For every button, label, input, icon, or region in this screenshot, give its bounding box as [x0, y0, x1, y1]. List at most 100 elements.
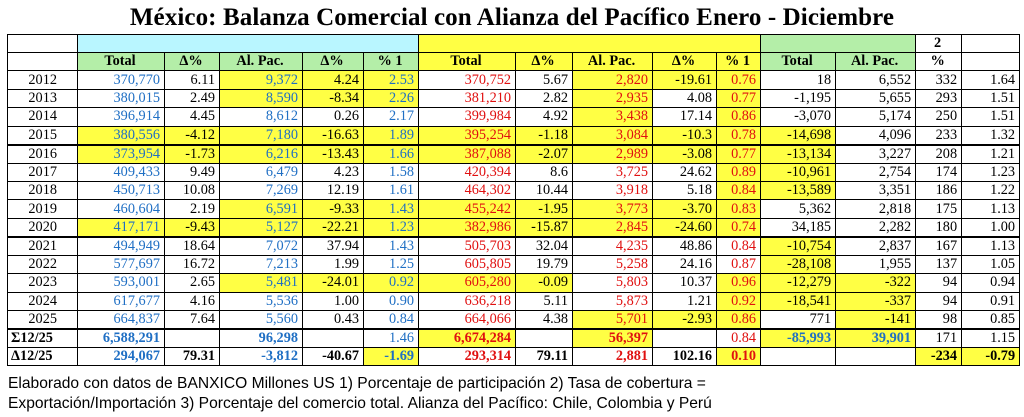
value-cell: 1.51: [961, 107, 1021, 127]
table-row: 2023 593,001 2.65 5,481 -24.01 0.92 605,280 -0.…: [7, 273, 1021, 293]
summary-cell: [652, 327, 718, 348]
summary-cell: 96,298: [219, 327, 303, 348]
column-header: % 1: [716, 51, 762, 72]
value-cell: 1.32: [961, 125, 1021, 146]
column-header: Δ%: [652, 51, 718, 72]
year-cell: 2024: [7, 291, 78, 311]
value-cell: 7,213: [219, 254, 303, 275]
summary-cell: 79.11: [515, 346, 574, 367]
table-row: 2015 380,556 -4.12 7,180 -16.63 1.89 395,254 -1…: [7, 125, 1021, 146]
year-cell: 2020: [7, 217, 78, 238]
column-header: Total: [760, 51, 837, 72]
value-cell: 664,837: [77, 309, 165, 330]
value-cell: 0.85: [961, 309, 1021, 330]
value-cell: 4,096: [835, 125, 917, 146]
value-cell: 577,697: [77, 254, 165, 275]
value-cell: 0.83: [716, 199, 762, 219]
value-cell: 420,394: [418, 162, 517, 182]
summary-cell: 102.16: [652, 346, 718, 367]
value-cell: 0.92: [716, 291, 762, 311]
value-cell: 0.84: [716, 180, 762, 201]
column-header: [961, 51, 1021, 72]
column-header: Total: [77, 51, 165, 72]
value-cell: 5,803: [572, 273, 654, 293]
value-cell: 0.84: [362, 309, 420, 330]
value-cell: 2,989: [572, 143, 654, 164]
column-header: Al. Pac.: [572, 51, 654, 72]
value-cell: -24.60: [652, 217, 718, 238]
value-cell: 5,560: [219, 309, 303, 330]
value-cell: 373,954: [77, 143, 165, 164]
value-cell: 2,818: [835, 199, 917, 219]
table-row: 2020 417,171 -9.43 5,127 -22.21 1.23 382,986 -1…: [7, 217, 1021, 238]
value-cell: 5.11: [515, 291, 574, 311]
value-cell: 37.94: [302, 235, 364, 256]
value-cell: 1.23: [362, 217, 420, 238]
value-cell: 0.89: [716, 162, 762, 182]
summary-cell: 293,314: [418, 346, 517, 367]
year-cell: 2021: [7, 235, 78, 256]
value-cell: -22.21: [302, 217, 364, 238]
year-cell: 2014: [7, 107, 78, 127]
value-cell: 1.22: [961, 180, 1021, 201]
value-cell: 5.67: [515, 70, 574, 90]
value-cell: 1.66: [362, 143, 420, 164]
table-row: 2019 460,604 2.19 6,591 -9.33 1.43 455,242 -1.9…: [7, 199, 1021, 219]
value-cell: 3,084: [572, 125, 654, 146]
value-cell: 10.08: [164, 180, 220, 201]
value-cell: 19.79: [515, 254, 574, 275]
value-cell: 18: [760, 70, 837, 90]
value-cell: 94: [915, 291, 963, 311]
value-cell: 174: [915, 162, 963, 182]
value-cell: 387,088: [418, 143, 517, 164]
value-cell: 250: [915, 107, 963, 127]
value-cell: 450,713: [77, 180, 165, 201]
value-cell: 0.76: [716, 70, 762, 90]
value-cell: 409,433: [77, 162, 165, 182]
value-cell: 455,242: [418, 199, 517, 219]
value-cell: 2,754: [835, 162, 917, 182]
value-cell: 1.43: [362, 235, 420, 256]
header-note-row: 2: [7, 34, 1021, 53]
value-cell: 0.43: [302, 309, 364, 330]
value-cell: 5,701: [572, 309, 654, 330]
value-cell: 332: [915, 70, 963, 90]
value-cell: -9.43: [164, 217, 220, 238]
value-cell: 0.90: [362, 291, 420, 311]
table-row: 2021 494,949 18.64 7,072 37.94 1.43 505,703 32.…: [7, 235, 1021, 256]
value-cell: 464,302: [418, 180, 517, 201]
value-cell: -10,961: [760, 162, 837, 182]
table-row: 2012 370,770 6.11 9,372 4.24 2.53 370,752 5.67 2…: [7, 70, 1021, 90]
value-cell: 6,591: [219, 199, 303, 219]
value-cell: -19.61: [652, 70, 718, 90]
sum-row: Σ12/25 6,588,291 96,298 1.46 6,674,284 56,397…: [7, 327, 1021, 348]
value-cell: -13,589: [760, 180, 837, 201]
value-cell: 4,235: [572, 235, 654, 256]
value-cell: -18,541: [760, 291, 837, 311]
value-cell: -12,279: [760, 273, 837, 293]
value-cell: 6,552: [835, 70, 917, 90]
value-cell: -141: [835, 309, 917, 330]
value-cell: 48.86: [652, 235, 718, 256]
value-cell: -15.87: [515, 217, 574, 238]
value-cell: 3,773: [572, 199, 654, 219]
value-cell: 395,254: [418, 125, 517, 146]
value-cell: 0.77: [716, 143, 762, 164]
value-cell: -10.3: [652, 125, 718, 146]
value-cell: 186: [915, 180, 963, 201]
summary-cell: 56,397: [572, 327, 654, 348]
value-cell: 10.44: [515, 180, 574, 201]
value-cell: 2.49: [164, 88, 220, 109]
value-cell: 5,258: [572, 254, 654, 275]
value-cell: 3,918: [572, 180, 654, 201]
value-cell: 7,180: [219, 125, 303, 146]
value-cell: 94: [915, 273, 963, 293]
value-cell: 399,984: [418, 107, 517, 127]
summary-cell: 6,674,284: [418, 327, 517, 348]
value-cell: 593,001: [77, 273, 165, 293]
value-cell: 0.84: [716, 235, 762, 256]
note-2: 2: [915, 34, 963, 53]
value-cell: 0.94: [961, 273, 1021, 293]
summary-cell: -1.69: [362, 346, 420, 367]
table-row: 2024 617,677 4.16 5,536 1.00 0.90 636,218 5.11 5…: [7, 291, 1021, 311]
